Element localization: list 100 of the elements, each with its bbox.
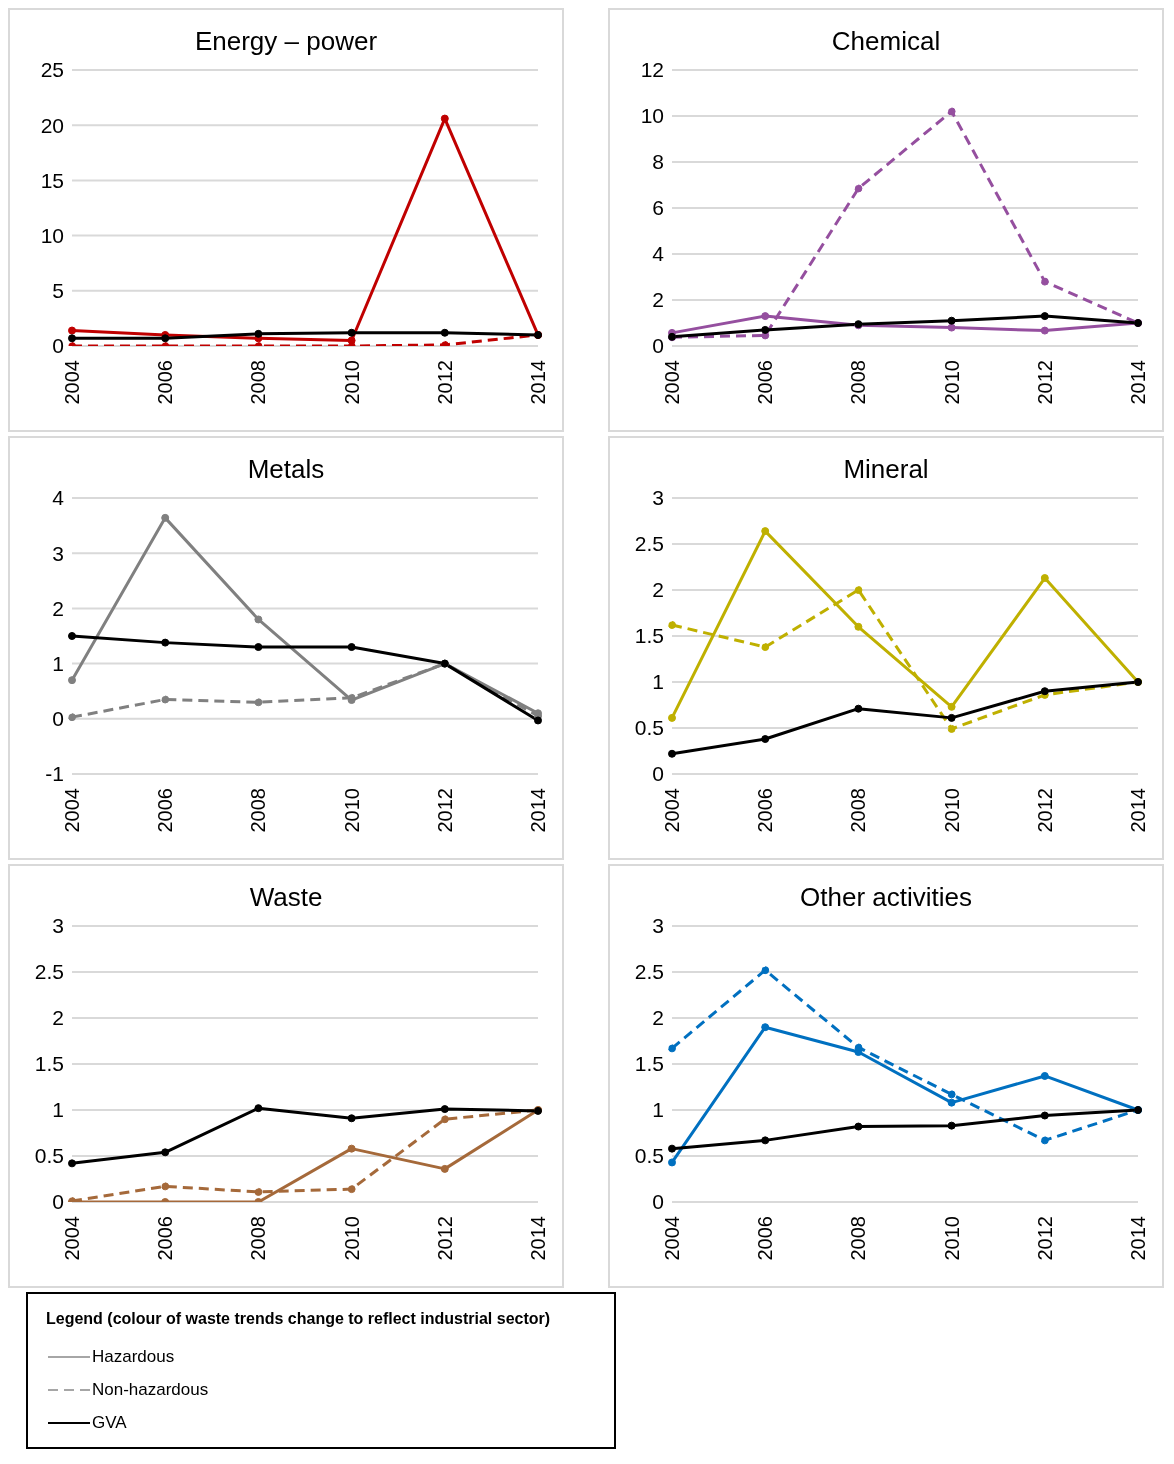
y-tick-label: 2 xyxy=(652,578,664,602)
x-tick-label: 2008 xyxy=(247,788,270,833)
legend-label: Hazardous xyxy=(92,1346,175,1367)
y-tick-label: 1 xyxy=(52,652,64,676)
point xyxy=(68,676,76,685)
point xyxy=(1040,1136,1049,1145)
y-tick-label: 2.5 xyxy=(34,960,64,984)
point xyxy=(161,1182,170,1191)
point xyxy=(1040,1111,1049,1120)
point xyxy=(668,749,676,758)
y-tick-label: 12 xyxy=(640,58,664,82)
x-tick-label: 2012 xyxy=(433,788,456,833)
x-tick-label: 2008 xyxy=(847,360,870,405)
y-tick-label: 0.5 xyxy=(634,1144,664,1168)
y-tick-label: 0 xyxy=(52,707,64,731)
y-tick-label: 1.5 xyxy=(634,624,664,648)
point xyxy=(68,713,76,722)
y-tick-label: 10 xyxy=(40,224,64,248)
y-tick-label: 0.5 xyxy=(34,1144,64,1168)
point xyxy=(440,1115,449,1124)
x-tick-label: 2004 xyxy=(661,1216,683,1261)
y-tick-label: 4 xyxy=(652,242,665,266)
y-tick-label: 1.5 xyxy=(34,1052,64,1076)
y-tick-label: 0 xyxy=(52,1190,64,1214)
x-tick-label: 2012 xyxy=(1033,788,1056,833)
point xyxy=(347,1114,356,1123)
point xyxy=(161,513,170,522)
point xyxy=(254,698,263,707)
point xyxy=(854,586,863,594)
x-tick-label: 2006 xyxy=(154,1216,177,1261)
point xyxy=(68,334,76,343)
point xyxy=(947,1121,956,1130)
point xyxy=(254,1187,263,1196)
x-tick-label: 2006 xyxy=(754,1216,777,1261)
point xyxy=(347,1185,356,1194)
point xyxy=(947,713,956,722)
y-tick-label: 2 xyxy=(652,288,664,312)
point xyxy=(761,1136,770,1145)
chart-title: Waste xyxy=(248,881,324,912)
legend-label: GVA xyxy=(92,1412,127,1433)
x-tick-label: 2008 xyxy=(847,1216,870,1261)
x-tick-label: 2014 xyxy=(1127,788,1149,833)
x-tick-label: 2014 xyxy=(527,360,549,405)
chart-title: Mineral xyxy=(842,453,930,484)
point xyxy=(947,1098,956,1107)
point xyxy=(761,735,770,744)
x-tick-label: 2006 xyxy=(154,360,177,405)
x-tick-label: 2004 xyxy=(61,788,83,833)
point xyxy=(68,326,76,335)
point xyxy=(254,643,263,652)
y-tick-label: -1 xyxy=(45,762,64,786)
text: Legend (colour of waste trends change to reflect industrial sector) xyxy=(46,1310,552,1328)
y-tick-label: 0 xyxy=(52,334,64,358)
x-tick-label: 2008 xyxy=(247,360,270,405)
point xyxy=(254,615,263,624)
legend-label: Non-hazardous xyxy=(92,1379,209,1400)
x-tick-label: 2004 xyxy=(661,788,683,833)
y-tick-label: 25 xyxy=(40,58,64,82)
point xyxy=(1040,574,1049,583)
x-tick-label: 2014 xyxy=(1127,360,1149,405)
point xyxy=(1040,277,1049,286)
point xyxy=(440,1164,449,1173)
x-tick-label: 2008 xyxy=(247,1216,270,1261)
y-tick-label: 4 xyxy=(52,486,65,510)
x-tick-label: 2014 xyxy=(527,1216,549,1261)
x-tick-label: 2014 xyxy=(1127,1216,1149,1261)
point xyxy=(854,1122,863,1131)
y-tick-label: 0.5 xyxy=(634,716,664,740)
chart-title: Chemical xyxy=(830,25,942,56)
x-tick-label: 2010 xyxy=(340,1216,363,1261)
y-tick-label: 5 xyxy=(52,279,64,303)
point xyxy=(947,1090,956,1099)
point xyxy=(1040,312,1049,321)
y-tick-label: 15 xyxy=(40,168,64,192)
point xyxy=(668,620,676,629)
y-tick-label: 8 xyxy=(652,150,664,174)
y-tick-label: 1.5 xyxy=(634,1052,664,1076)
x-tick-label: 2010 xyxy=(340,360,363,405)
point xyxy=(761,643,770,652)
point xyxy=(347,1144,356,1153)
point xyxy=(1040,326,1049,335)
point xyxy=(947,724,956,733)
x-tick-label: 2012 xyxy=(433,1216,456,1261)
y-tick-label: 3 xyxy=(652,914,664,938)
x-tick-label: 2012 xyxy=(1033,1216,1056,1261)
x-tick-label: 2006 xyxy=(754,788,777,833)
chart-title: Energy – power xyxy=(193,25,379,56)
point xyxy=(161,638,170,647)
y-tick-label: 6 xyxy=(652,196,664,220)
point xyxy=(161,1148,170,1157)
y-tick-label: 3 xyxy=(52,541,64,565)
y-tick-label: 3 xyxy=(652,486,664,510)
point xyxy=(440,1105,449,1114)
point xyxy=(668,713,676,722)
y-tick-label: 3 xyxy=(52,914,64,938)
point xyxy=(947,316,956,325)
y-tick-label: 2.5 xyxy=(634,532,664,556)
y-tick-label: 20 xyxy=(40,113,64,137)
point xyxy=(254,329,263,338)
point xyxy=(161,695,170,704)
